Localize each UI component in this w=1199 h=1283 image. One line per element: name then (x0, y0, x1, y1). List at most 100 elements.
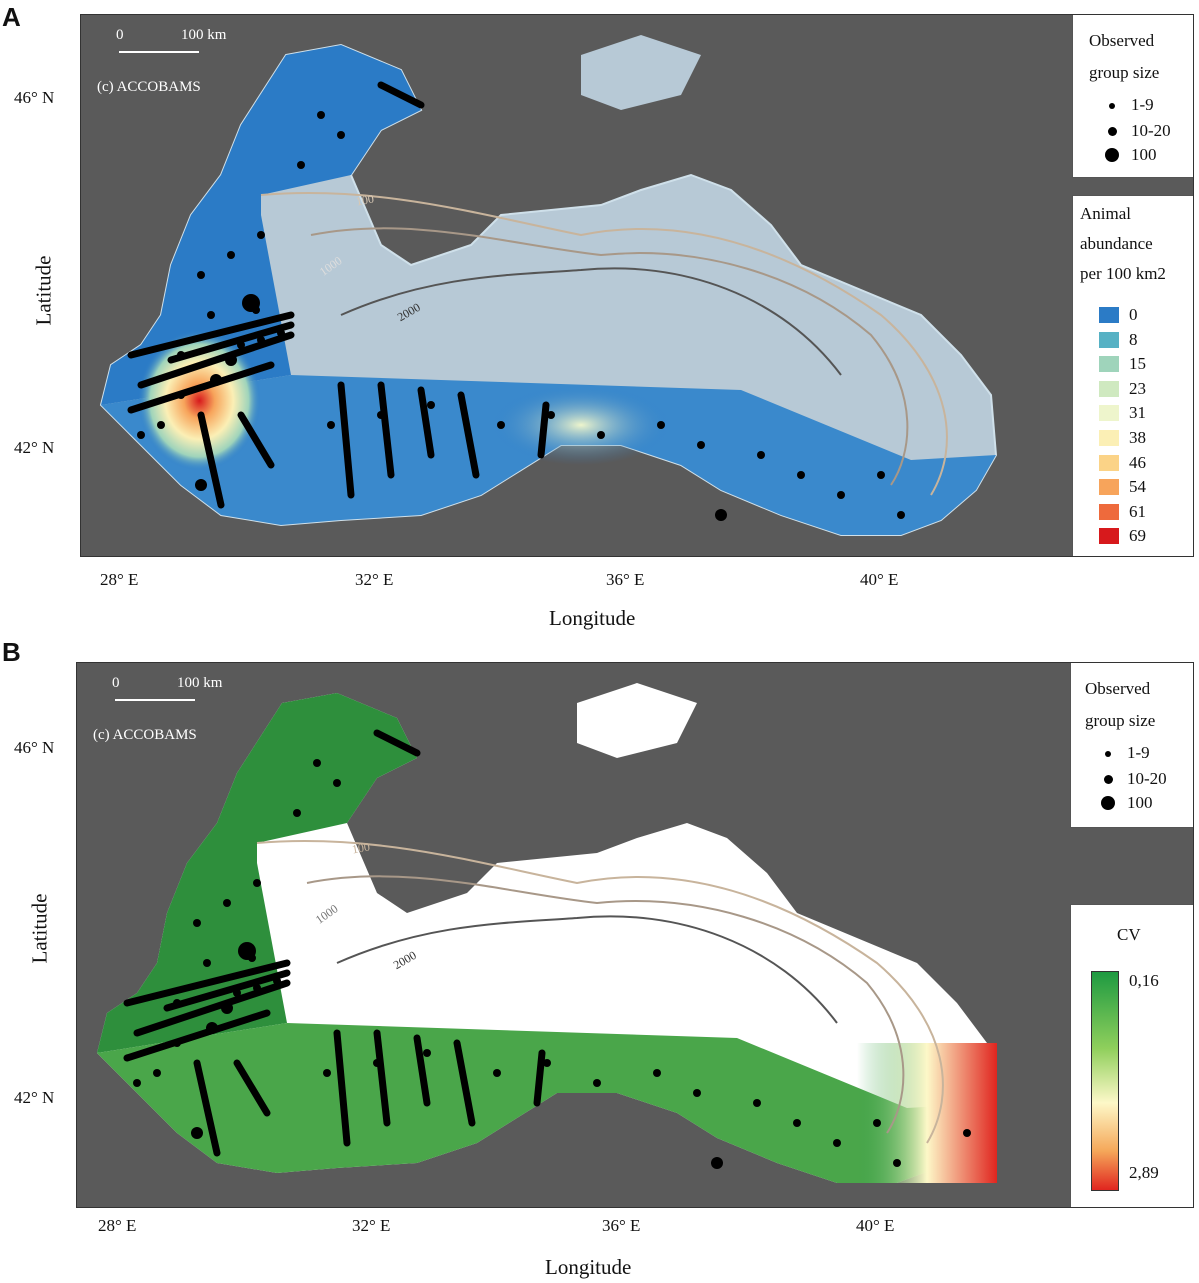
abundance-patch (491, 385, 671, 465)
abundance-swatch (1099, 430, 1119, 446)
abundance-label: 54 (1129, 477, 1146, 497)
group-dot-medium (1108, 127, 1117, 136)
abundance-legend-row: 15 (1073, 353, 1146, 375)
longitude-label-b: Longitude (545, 1255, 632, 1279)
lon-tick-36-b: 36° E (602, 1216, 641, 1235)
cv-label-max: 0,16 (1129, 971, 1159, 990)
contour-2000 (340, 267, 842, 376)
abundance-map-svg (99, 35, 998, 536)
lat-tick-42-b: 42° N (14, 1088, 55, 1107)
lon-tick-40-b: 40° E (856, 1216, 895, 1235)
contour-label-100-b: 100 (350, 839, 371, 857)
abundance-swatch (1099, 479, 1119, 496)
group-dot-large (1105, 148, 1119, 162)
abundance-swatch (1099, 331, 1119, 348)
lat-tick-46-b: 46° N (14, 738, 55, 757)
azov-sea (581, 35, 701, 110)
scale-left-label-b: 0 (112, 675, 120, 691)
scale-right-label-b: 100 km (177, 675, 223, 691)
abundance-title-line3: per 100 km2 (1080, 264, 1166, 283)
group-label-small: 1-9 (1131, 95, 1154, 114)
cv-legend-title: CV (1117, 925, 1141, 944)
abundance-swatch (1099, 307, 1119, 323)
cv-label-min: 2,89 (1129, 1163, 1159, 1182)
contour-100-b (256, 840, 944, 1144)
latitude-label-a: Latitude (31, 255, 56, 326)
cv-map: 0 100 km (c) ACCOBAMS 100 1000 2000 Obse… (76, 662, 1194, 1208)
legend-b-title-line2: group size (1085, 711, 1156, 730)
panel-b-label: B (2, 637, 21, 667)
abundance-legend-row: 61 (1073, 501, 1146, 523)
scale-right-label: 100 km (181, 27, 227, 43)
abundance-legend-row: 31 (1073, 402, 1146, 424)
lon-tick-32-a: 32° E (355, 570, 394, 589)
abundance-label: 38 (1129, 428, 1146, 447)
abundance-legend-row: 8 (1073, 329, 1138, 351)
scale-line-b (115, 699, 195, 701)
copyright-text-b: (c) ACCOBAMS (93, 727, 197, 743)
abundance-swatch (1099, 405, 1119, 422)
contour-label-100: 100 (354, 191, 375, 209)
panel-a-label: A (2, 2, 21, 32)
lon-tick-36-a: 36° E (606, 570, 645, 589)
lat-tick-46-a: 46° N (14, 88, 55, 107)
abundance-map: 0 100 km (c) ACCOBAMS 100 1000 2000 Obse… (80, 14, 1194, 557)
contour-2000-b (336, 915, 838, 1024)
abundance-swatch (1099, 380, 1119, 397)
abundance-legend-row: 38 (1073, 427, 1146, 449)
cv-colorbar (1091, 971, 1119, 1191)
cv-map-svg (97, 683, 997, 1183)
latitude-label-b: Latitude (27, 893, 52, 964)
abundance-label: 61 (1129, 501, 1146, 521)
abundance-legend-row: 46 (1073, 452, 1146, 474)
azov-sea-b (577, 683, 697, 758)
lon-tick-32-b: 32° E (352, 1216, 391, 1235)
lat-tick-42-a: 42° N (14, 438, 55, 457)
group-dot-small-b (1105, 751, 1111, 757)
cv-legend: CV 0,16 2,89 (1070, 904, 1193, 1207)
legend-title-line2: group size (1089, 63, 1160, 82)
longitude-label-a: Longitude (549, 606, 636, 630)
legend-title-line1: Observed (1089, 31, 1155, 50)
abundance-legend-row: 69 (1073, 525, 1146, 547)
group-dot-large-b (1101, 796, 1115, 810)
group-size-legend-b: Observed group size 1-9 10-20 100 (1070, 663, 1193, 828)
abundance-swatch (1099, 454, 1119, 471)
abundance-legend-row: 0 (1073, 304, 1138, 326)
contour-100 (260, 192, 948, 496)
legend-b-title-line1: Observed (1085, 679, 1151, 698)
abundance-label: 31 (1129, 403, 1146, 423)
group-label-medium-b: 10-20 (1127, 769, 1167, 788)
abundance-label: 23 (1129, 378, 1146, 398)
lon-tick-28-a: 28° E (100, 570, 139, 589)
abundance-swatch (1099, 528, 1119, 545)
group-dot-medium-b (1104, 775, 1113, 784)
abundance-swatch (1099, 503, 1119, 520)
group-size-legend: Observed group size 1-9 10-20 100 (1072, 15, 1193, 178)
lon-tick-28-b: 28° E (98, 1216, 137, 1235)
group-label-medium: 10-20 (1131, 121, 1171, 140)
group-label-large: 100 (1131, 145, 1157, 164)
abundance-label: 8 (1129, 329, 1138, 349)
transect-lines-a (127, 81, 550, 509)
abundance-label: 0 (1129, 305, 1138, 324)
lon-tick-40-a: 40° E (860, 570, 899, 589)
abundance-label: 15 (1129, 354, 1146, 374)
cv-area-south (97, 1023, 992, 1183)
abundance-title-line2: abundance (1080, 234, 1153, 253)
abundance-title-line1: Animal (1080, 204, 1131, 223)
transect-lines-b (123, 729, 546, 1157)
group-label-large-b: 100 (1127, 793, 1153, 812)
scale-left-label: 0 (116, 27, 124, 43)
abundance-legend-row: 54 (1073, 476, 1146, 498)
group-dot-small (1109, 103, 1115, 109)
contour-1000 (310, 227, 909, 486)
abundance-label: 69 (1129, 526, 1146, 546)
abundance-legend: Animal abundance per 100 km2 0 8 15 23 31 38 4… (1072, 195, 1193, 556)
contour-1000-b (306, 875, 905, 1134)
scale-line (119, 51, 199, 53)
group-label-small-b: 1-9 (1127, 743, 1150, 762)
abundance-swatch (1099, 356, 1119, 373)
cv-high-east (857, 1043, 997, 1183)
abundance-legend-row: 23 (1073, 378, 1146, 400)
